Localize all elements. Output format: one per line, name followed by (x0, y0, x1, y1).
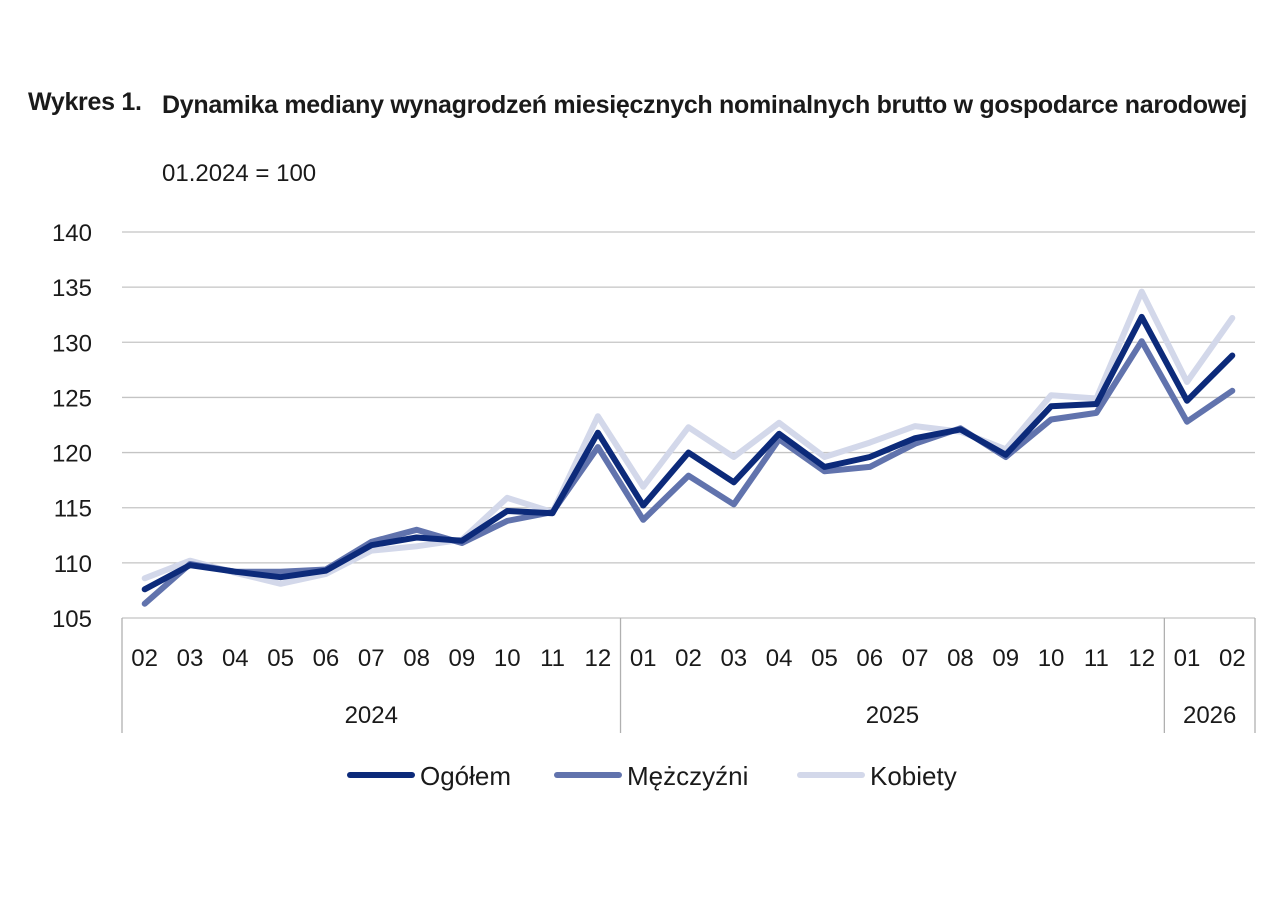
legend-label: Kobiety (870, 761, 957, 791)
x-tick-label: 01 (630, 645, 657, 672)
x-tick-label: 05 (267, 645, 294, 672)
x-tick-label: 12 (1128, 645, 1155, 672)
legend-label: Mężczyźni (627, 761, 748, 791)
y-tick-label: 125 (52, 385, 92, 412)
year-label: 2025 (866, 702, 919, 729)
x-axis: 02 03 04 05 06 07 08 09 10 11 12 01 02 03 04 05 06 07 08 09… (121, 618, 1256, 733)
y-tick-label: 120 (52, 441, 92, 468)
x-tick-label: 08 (947, 645, 974, 672)
series-line-1 (141, 313, 1236, 593)
y-tick-label: 130 (52, 330, 92, 357)
year-label: 2024 (345, 702, 398, 729)
x-tick-label: 07 (358, 645, 385, 672)
x-tick-label: 11 (540, 645, 565, 672)
x-tick-label: 02 (131, 645, 158, 672)
y-tick-label: 140 (52, 220, 92, 247)
x-tick-label: 06 (313, 645, 340, 672)
x-tick-label: 07 (902, 645, 929, 672)
x-tick-label: 11 (1084, 645, 1109, 672)
x-tick-label: 05 (811, 645, 838, 672)
x-tick-label: 02 (675, 645, 702, 672)
x-tick-label: 09 (449, 645, 476, 672)
x-tick-label: 09 (992, 645, 1019, 672)
x-tick-label: 03 (177, 645, 204, 672)
series-line-2 (141, 338, 1236, 607)
x-tick-label: 08 (403, 645, 430, 672)
x-tick-label: 10 (1038, 645, 1065, 672)
legend-label: Ogółem (420, 761, 511, 791)
y-axis-ticks: 105 110 115 120 125 130 135 140 (52, 220, 92, 633)
series-line-3 (141, 288, 1236, 587)
y-tick-label: 115 (54, 496, 92, 523)
chart-title: Dynamika mediany wynagrodzeń miesięcznyc… (162, 91, 1248, 119)
year-label: 2026 (1183, 702, 1236, 729)
x-tick-label: 02 (1219, 645, 1246, 672)
chart-title-prefix: Wykres 1. (28, 88, 142, 116)
x-tick-label: 12 (585, 645, 612, 672)
x-tick-label: 04 (766, 645, 793, 672)
y-tick-label: 105 (52, 606, 92, 633)
legend: Ogółem Mężczyźni Kobiety (347, 761, 957, 791)
chart-subtitle: 01.2024 = 100 (162, 160, 317, 187)
series-lines (141, 288, 1236, 607)
x-tick-label: 03 (720, 645, 747, 672)
y-tick-label: 110 (54, 551, 92, 578)
x-tick-label: 04 (222, 645, 249, 672)
x-tick-label: 06 (856, 645, 883, 672)
y-tick-label: 135 (52, 275, 92, 302)
x-tick-label: 01 (1174, 645, 1201, 672)
x-tick-label: 10 (494, 645, 521, 672)
